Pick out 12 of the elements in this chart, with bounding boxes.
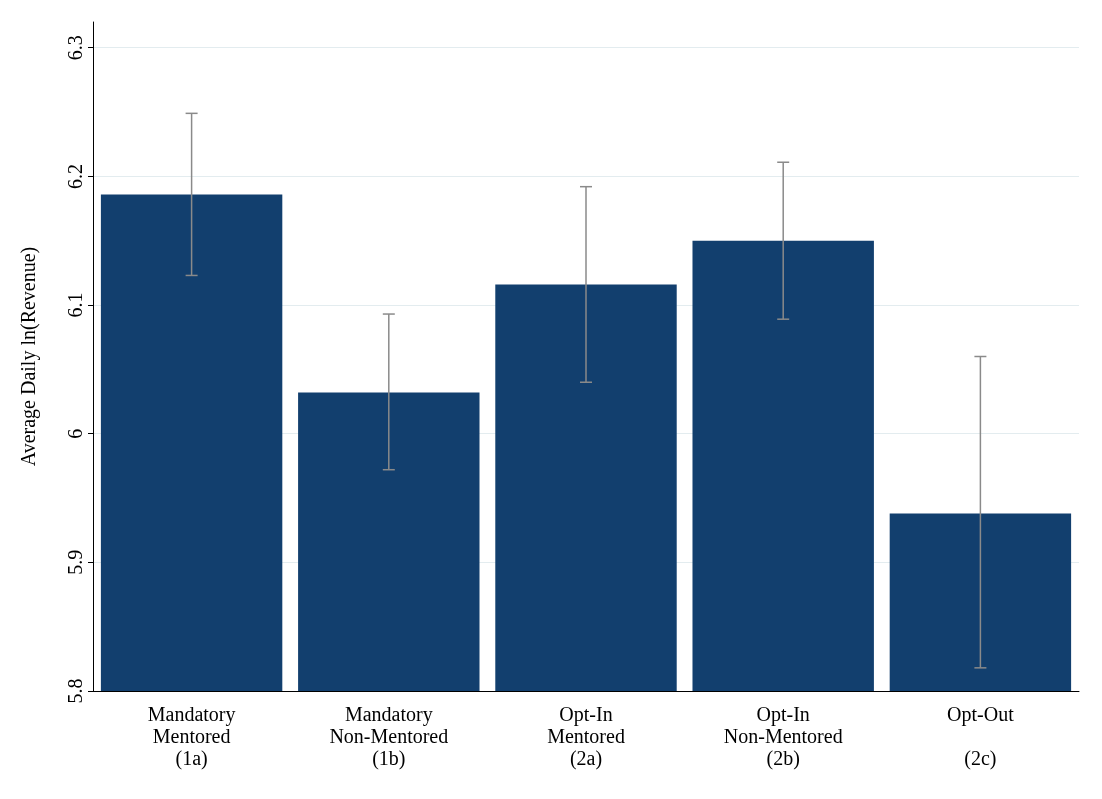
x-tick-label: Opt-In Mentored (2a) xyxy=(547,703,625,770)
y-tick-label: 6.1 xyxy=(64,292,86,318)
y-tick-label: 6.3 xyxy=(64,35,86,61)
x-tick-label: Mandatory Non-Mentored (1b) xyxy=(329,703,449,770)
x-tick-label: Opt-In Non-Mentored (2b) xyxy=(723,703,843,770)
y-tick-label: 5.8 xyxy=(64,678,86,704)
y-axis-title: Average Daily ln(Revenue) xyxy=(17,246,40,467)
x-tick-label: Mandatory Mentored (1a) xyxy=(147,703,236,770)
y-tick-label: 6 xyxy=(64,428,86,439)
x-tick-label: Opt-Out (2c) xyxy=(947,703,1015,770)
y-tick-label: 6.2 xyxy=(64,163,86,189)
y-tick-label: 5.9 xyxy=(64,549,86,575)
